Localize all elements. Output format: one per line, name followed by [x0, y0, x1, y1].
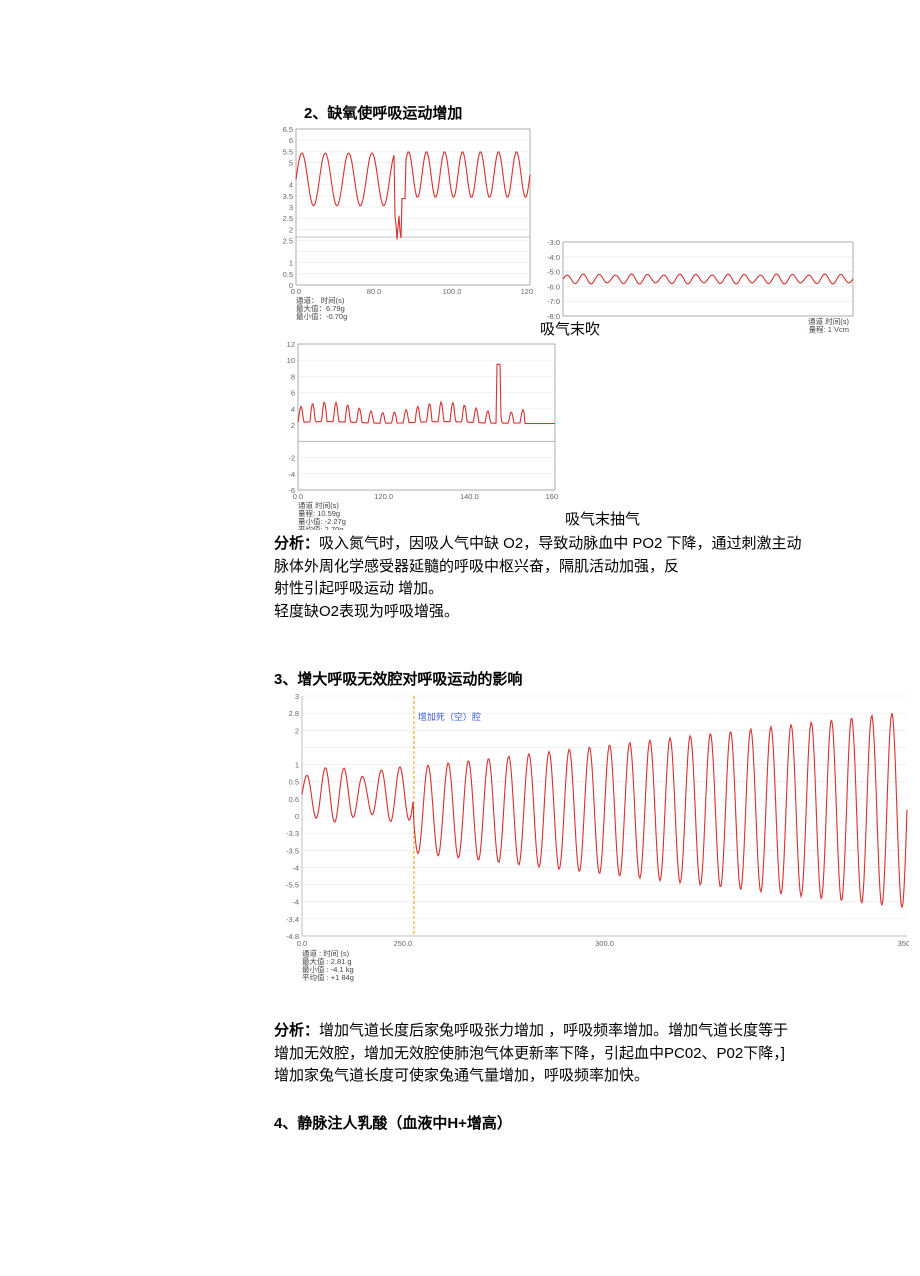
analysis-label: 分析：	[274, 1022, 319, 1039]
svg-text:-4:0: -4:0	[547, 253, 560, 262]
svg-text:120.0: 120.0	[521, 287, 534, 296]
svg-text:5: 5	[289, 158, 293, 167]
svg-text:3: 3	[289, 203, 293, 212]
svg-text:-6:0: -6:0	[547, 282, 560, 291]
svg-text:单位量: 1.27g: 单位量: 1.27g	[804, 332, 849, 334]
svg-text:-5.5: -5.5	[286, 881, 299, 890]
section2-analysis: 分析：吸入氮气时，因吸人气中缺 O2，导致动脉血中 PO2 下降，通过刺激主动 …	[274, 533, 914, 623]
section3-heading: 3、增大呼吸无效腔对呼吸运动的影响	[274, 668, 522, 689]
analysis-line-1: 增加无效腔，增加无效腔使肺泡气体更新率下降，引起血中PC02、P02下降，]	[274, 1045, 785, 1062]
svg-text:2.5: 2.5	[283, 236, 293, 245]
svg-text:0.0: 0.0	[293, 492, 303, 501]
svg-text:4: 4	[291, 405, 295, 414]
svg-text:100.0: 100.0	[443, 287, 462, 296]
svg-text:1: 1	[289, 259, 293, 268]
svg-text:-4: -4	[292, 863, 299, 872]
svg-text:-7:0: -7:0	[547, 297, 560, 306]
svg-text:-3.5: -3.5	[286, 846, 299, 855]
svg-text:1: 1	[295, 761, 299, 770]
svg-text:120.0: 120.0	[374, 492, 393, 501]
analysis-line-0: 增加气道长度后家兔呼吸张力增加 ，呼吸频率增加。增加气道长度等于	[319, 1022, 788, 1039]
svg-text:-5:0: -5:0	[547, 268, 560, 277]
svg-text:最小值：-0.70g: 最小值：-0.70g	[296, 311, 347, 321]
svg-text:平均值: 2.70g: 平均值: 2.70g	[298, 524, 343, 530]
svg-text:2: 2	[289, 225, 293, 234]
svg-text:3: 3	[295, 692, 299, 701]
section2-chart1: 6.565.5543.532.522.510.500.080.0100.0120…	[274, 125, 534, 325]
svg-text:8: 8	[291, 372, 295, 381]
svg-text:0.5: 0.5	[283, 270, 293, 279]
svg-text:160.0: 160.0	[546, 492, 559, 501]
svg-text:0.0: 0.0	[297, 939, 307, 948]
section3-analysis: 分析：增加气道长度后家兔呼吸张力增加 ，呼吸频率增加。增加气道长度等于 增加无效…	[274, 1020, 914, 1088]
svg-text:80.0: 80.0	[367, 287, 382, 296]
svg-text:5.5: 5.5	[283, 147, 293, 156]
svg-text:2: 2	[295, 726, 299, 735]
svg-text:-4: -4	[292, 898, 299, 907]
svg-text:4: 4	[289, 181, 293, 190]
svg-text:-4: -4	[288, 470, 295, 479]
analysis-line-3: 轻度缺O2表现为呼吸增强。	[274, 603, 459, 620]
svg-text:3.5: 3.5	[283, 192, 293, 201]
svg-text:0.6: 0.6	[289, 795, 299, 804]
analysis-line-2: 射性引起呼吸运动 增加。	[274, 580, 443, 597]
svg-text:300.0: 300.0	[595, 939, 614, 948]
analysis-line-1: 脉体外周化学感受器延髓的呼吸中枢兴奋，隔肌活动加强，反	[274, 558, 679, 575]
section3-chart: 32.8210.50.60-3.3-3.5-4-5.5-4-3.4-4.80.0…	[274, 692, 909, 982]
section2-chart2-label: 吸气末抽气	[565, 508, 640, 529]
analysis-line-2: 增加家兔气道长度可使家兔通气量增加，呼吸频率加快。	[274, 1067, 649, 1084]
analysis-label: 分析：	[274, 535, 319, 552]
page: 2、缺氧使呼吸运动增加 6.5 6 5.5 5 4 3.5 3 2.5 2 2.5 1 0.5 0 0.0…	[0, 0, 920, 1276]
svg-text:增加死（空）腔: 增加死（空）腔	[418, 711, 481, 722]
svg-text:-3.4: -3.4	[286, 915, 299, 924]
svg-text:-2: -2	[288, 454, 295, 463]
svg-text:0: 0	[295, 812, 299, 821]
svg-text:6: 6	[291, 389, 295, 398]
svg-text:2: 2	[291, 421, 295, 430]
svg-text:12: 12	[287, 340, 295, 349]
svg-text:140.0: 140.0	[460, 492, 479, 501]
svg-text:10: 10	[287, 356, 295, 365]
svg-text:6: 6	[289, 136, 293, 145]
svg-text:2.5: 2.5	[283, 214, 293, 223]
svg-text:-3:0: -3:0	[547, 238, 560, 247]
section2-heading: 2、缺氧使呼吸运动增加	[304, 102, 462, 123]
svg-text:2.8: 2.8	[289, 709, 299, 718]
svg-text:6.5: 6.5	[283, 125, 293, 134]
section4-heading: 4、静脉注人乳酸（血液中H+增高）	[274, 1112, 512, 1133]
section2-chart2: 12108642-2-4-60.0120.0140.0160.0通道 时间(s)…	[274, 340, 559, 530]
svg-text:350.0: 350.0	[898, 939, 909, 948]
analysis-line-0: 吸入氮气时，因吸人气中缺 O2，导致动脉血中 PO2 下降，通过刺激主动	[319, 535, 802, 552]
svg-text:0.0: 0.0	[291, 287, 301, 296]
svg-text:平均值 : +1 84g: 平均值 : +1 84g	[302, 972, 354, 982]
svg-text:-3.3: -3.3	[286, 829, 299, 838]
svg-text:250.0: 250.0	[393, 939, 412, 948]
svg-text:0.5: 0.5	[289, 778, 299, 787]
section2-chart1-label: 吸气末吹	[540, 318, 600, 339]
